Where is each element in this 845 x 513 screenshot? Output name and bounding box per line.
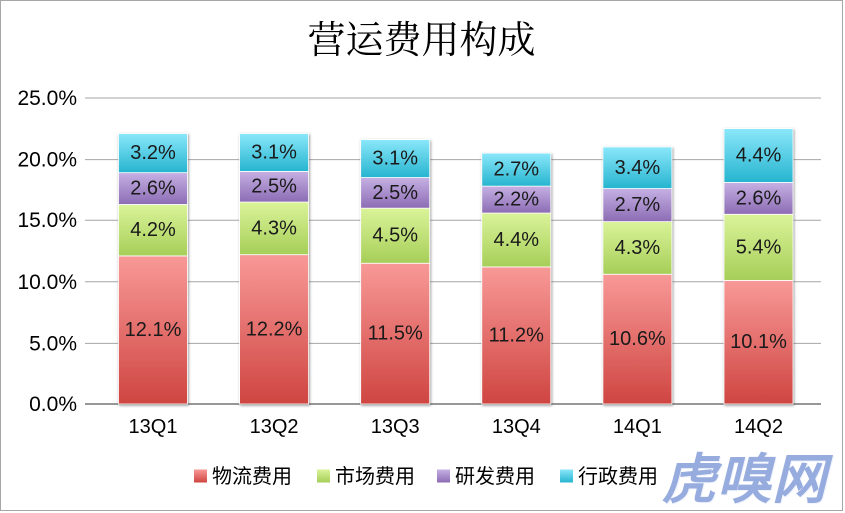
svg-text:2.5%: 2.5% — [251, 176, 297, 198]
svg-text:11.5%: 11.5% — [368, 323, 423, 345]
svg-text:13Q4: 13Q4 — [492, 416, 541, 438]
svg-text:物流费用: 物流费用 — [212, 465, 292, 488]
svg-text:4.3%: 4.3% — [615, 237, 661, 259]
svg-text:3.2%: 3.2% — [130, 142, 176, 164]
svg-text:研发费用: 研发费用 — [455, 465, 535, 488]
svg-text:14Q2: 14Q2 — [734, 416, 783, 438]
svg-text:4.2%: 4.2% — [130, 219, 176, 241]
svg-text:13Q1: 13Q1 — [129, 416, 178, 438]
svg-text:2.6%: 2.6% — [130, 178, 176, 200]
svg-text:4.4%: 4.4% — [494, 229, 540, 251]
svg-text:3.1%: 3.1% — [251, 141, 297, 163]
svg-text:4.3%: 4.3% — [251, 217, 297, 239]
svg-text:12.2%: 12.2% — [246, 318, 303, 340]
svg-text:10.6%: 10.6% — [609, 328, 666, 350]
svg-text:2.7%: 2.7% — [615, 194, 661, 216]
svg-text:0.0%: 0.0% — [29, 393, 77, 416]
svg-text:15.0%: 15.0% — [17, 209, 77, 232]
svg-text:4.5%: 4.5% — [372, 225, 418, 247]
svg-text:12.1%: 12.1% — [125, 319, 182, 341]
svg-text:10.1%: 10.1% — [730, 331, 787, 353]
svg-text:行政费用: 行政费用 — [578, 465, 658, 488]
svg-text:2.2%: 2.2% — [494, 189, 540, 211]
svg-text:4.4%: 4.4% — [736, 145, 782, 167]
svg-text:13Q2: 13Q2 — [250, 416, 299, 438]
svg-text:3.1%: 3.1% — [372, 148, 418, 170]
svg-text:11.2%: 11.2% — [489, 324, 544, 346]
svg-text:13Q3: 13Q3 — [371, 416, 420, 438]
svg-text:虎嗅网: 虎嗅网 — [662, 450, 834, 510]
svg-text:25.0%: 25.0% — [17, 87, 77, 110]
svg-text:20.0%: 20.0% — [17, 149, 77, 172]
svg-text:14Q1: 14Q1 — [613, 416, 662, 438]
svg-text:2.6%: 2.6% — [736, 187, 782, 209]
svg-text:5.4%: 5.4% — [736, 236, 782, 258]
svg-text:10.0%: 10.0% — [17, 271, 77, 294]
svg-text:市场费用: 市场费用 — [335, 465, 415, 488]
svg-text:2.7%: 2.7% — [494, 159, 540, 181]
svg-text:2.5%: 2.5% — [372, 182, 418, 204]
svg-text:3.4%: 3.4% — [615, 157, 661, 179]
svg-text:5.0%: 5.0% — [29, 332, 77, 355]
